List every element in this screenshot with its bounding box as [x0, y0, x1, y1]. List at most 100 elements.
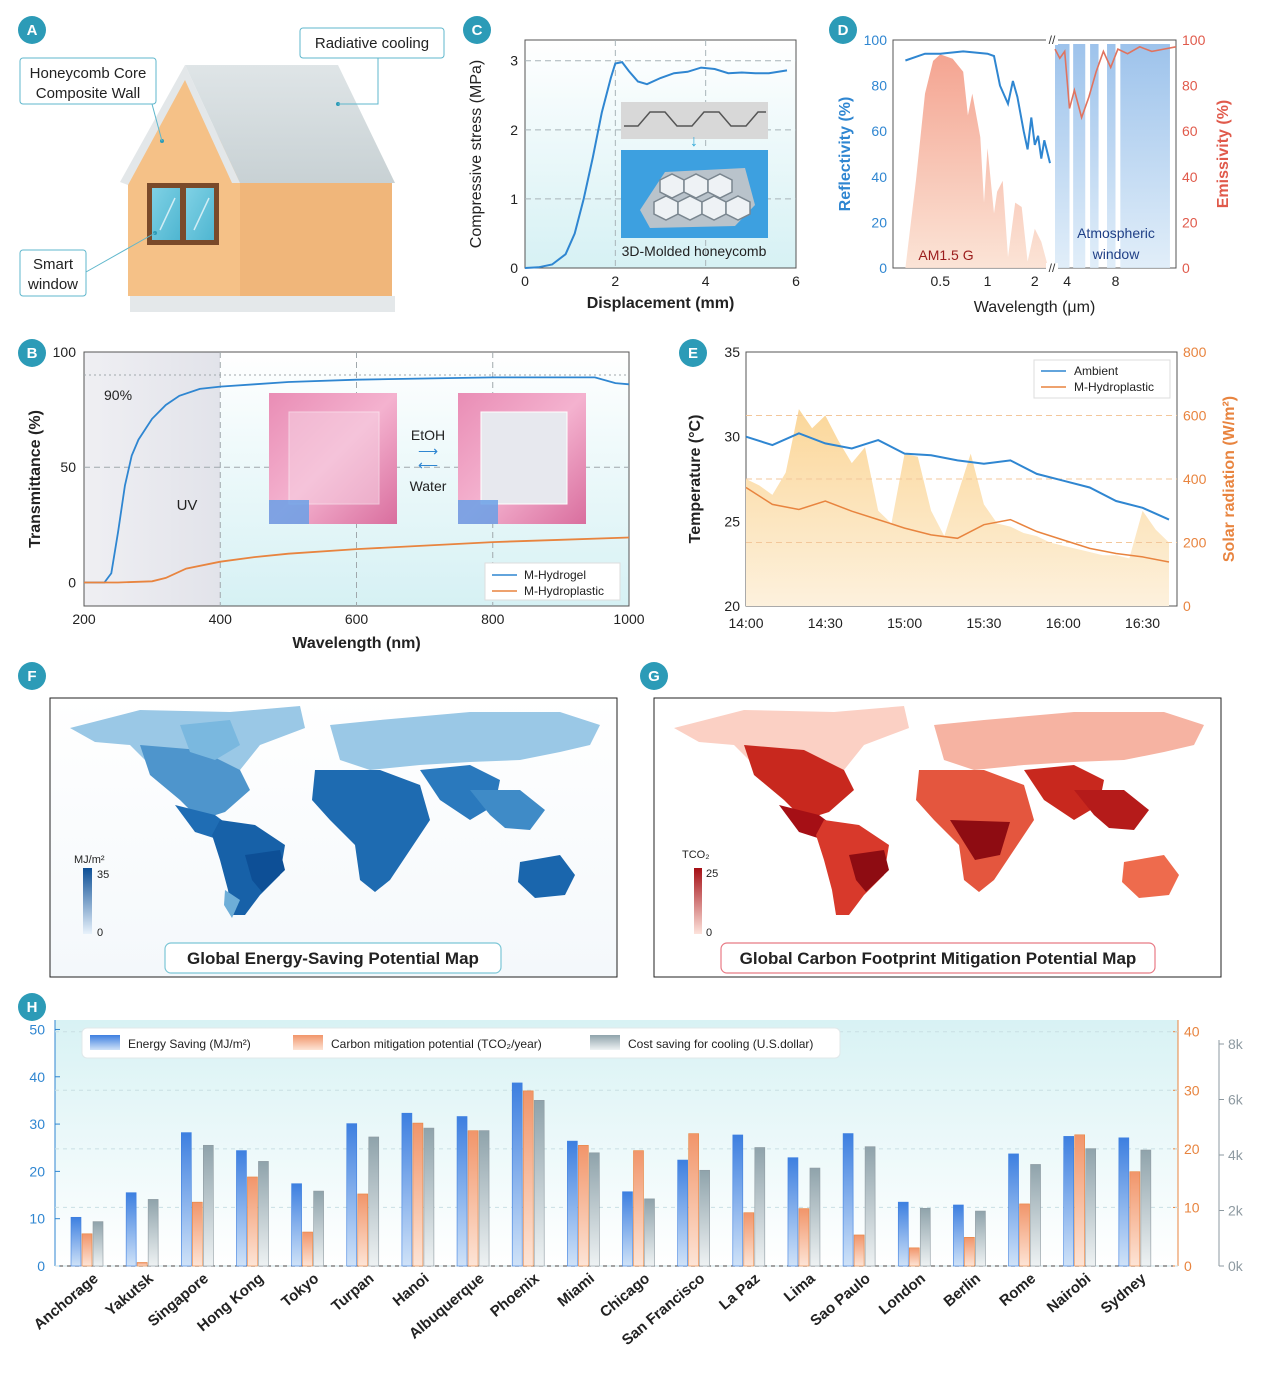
- callout-text: Radiative cooling: [315, 35, 429, 52]
- panel-d-spectra: D 0 0 20 20 40 40 60 60 80 80 100 100 0.5 1 2 4 8 Wavelen…: [829, 16, 1232, 316]
- bar-carbon: [81, 1233, 93, 1267]
- y-axis-title-right: Solar radiation (W/m²): [1221, 396, 1238, 562]
- panel-b-transmittance: B 0 50 100 200 400 600 800 1000 Wavelength (nm) T…: [18, 339, 645, 652]
- category-label: Yakutsk: [102, 1270, 157, 1320]
- house-base: [130, 296, 395, 312]
- bar-energy: [456, 1116, 468, 1267]
- colorbar-max: 25: [706, 868, 718, 880]
- map-title: Global Carbon Footprint Mitigation Poten…: [740, 949, 1137, 968]
- am15g-area: [905, 54, 1048, 269]
- y-tick-label-left: 40: [29, 1069, 45, 1085]
- colorbar-g: [694, 868, 702, 934]
- y-tick-label-right: 400: [1183, 471, 1207, 487]
- category-label: London: [876, 1270, 929, 1318]
- legend-label: Energy Saving (MJ/m²): [128, 1037, 251, 1051]
- panel-letter: B: [27, 345, 38, 362]
- bar-cost: [313, 1190, 324, 1267]
- bar-carbon: [467, 1130, 479, 1267]
- panel-h-city-bars: H 0 10 20 30 40 50 0 10 20 30 40 0k 2k 4k 6k 8k Energy …: [18, 993, 1244, 1349]
- y-tick-label-left: 60: [871, 123, 887, 139]
- y-tick-label: 0: [68, 574, 76, 590]
- panel-g-carbon-map: G TCO₂ 25 0 Global Carbon Footprint Miti…: [640, 662, 1222, 978]
- window-band: [1107, 44, 1116, 268]
- bar-cost: [919, 1207, 931, 1267]
- y-tick-label-left: 30: [724, 429, 740, 445]
- bar-cost: [809, 1167, 821, 1267]
- x-tick-label: 2: [1031, 273, 1039, 289]
- window-band: [1055, 44, 1070, 268]
- bar-carbon: [136, 1262, 148, 1267]
- x-tick-label: 0.5: [931, 273, 951, 289]
- bar-carbon: [1019, 1203, 1030, 1267]
- axis-break-top: //: [1049, 33, 1056, 47]
- x-tick-label: 15:00: [887, 615, 922, 631]
- panel-letter: A: [27, 22, 38, 39]
- legend-label: Cost saving for cooling (U.S.dollar): [628, 1037, 813, 1051]
- bar-energy: [346, 1123, 358, 1267]
- y-tick-label: 3: [510, 53, 518, 69]
- y-tick-label-left: 30: [29, 1116, 45, 1132]
- y-tick-label-right: 30: [1184, 1082, 1200, 1098]
- legend-label: M-Hydrogel: [524, 568, 586, 582]
- panel-letter: C: [472, 22, 483, 39]
- bar-carbon: [578, 1145, 589, 1267]
- bar-energy: [125, 1192, 137, 1267]
- y-tick-label-right: 0: [1182, 260, 1190, 276]
- y-tick-label-right2: 6k: [1228, 1092, 1244, 1108]
- bar-energy: [622, 1191, 633, 1267]
- category-label: Berlin: [940, 1270, 983, 1310]
- category-label: Turpan: [328, 1270, 377, 1315]
- x-tick-label: 1: [984, 273, 992, 289]
- category-label: Sydney: [1098, 1270, 1150, 1318]
- panel-letter: H: [27, 999, 38, 1016]
- bar-carbon: [908, 1247, 920, 1267]
- x-tick-label: 14:30: [808, 615, 843, 631]
- category-label: Phoenix: [487, 1270, 543, 1321]
- bar-carbon: [522, 1090, 534, 1267]
- bar-cost: [423, 1127, 435, 1267]
- x-tick-label: 400: [209, 611, 233, 627]
- bar-energy: [732, 1134, 744, 1267]
- bar-energy: [787, 1157, 799, 1267]
- y-tick-label-right: 20: [1184, 1141, 1200, 1157]
- y-tick-label-right: 200: [1183, 535, 1207, 551]
- window-pane-left: [152, 188, 180, 240]
- bar-cost: [1085, 1148, 1096, 1267]
- y-axis-title-right: Emissivity (%): [1215, 100, 1232, 208]
- y-axis-title: Transmittance (%): [27, 410, 44, 548]
- category-label: Rome: [996, 1270, 1039, 1310]
- legend-swatch: [293, 1035, 323, 1050]
- panel-c-compressive: C 0 1 2 3 0 2 4 6 Displacement (mm) Compressive s…: [463, 16, 800, 312]
- colorbar-max: 35: [97, 869, 109, 881]
- x-axis-title: Wavelength (nm): [292, 635, 420, 652]
- world-map-red: [674, 706, 1204, 915]
- bar-cost: [258, 1161, 269, 1267]
- y-tick-label-left: 20: [29, 1163, 45, 1179]
- bar-carbon: [798, 1208, 810, 1267]
- bar-carbon: [964, 1237, 975, 1267]
- bar-energy: [897, 1201, 909, 1267]
- y-tick-label-left: 80: [871, 78, 887, 94]
- bar-energy: [677, 1159, 688, 1267]
- panel-letter: D: [838, 22, 849, 39]
- y-tick-label: 100: [53, 344, 77, 360]
- series-line-emissivity: [1054, 45, 1177, 121]
- callout-smart-window: [19, 249, 87, 297]
- roof-edge: [120, 65, 240, 185]
- bar-cost: [699, 1169, 710, 1267]
- map-title-box-f: [164, 942, 502, 974]
- series-line-reflectivity: [905, 50, 1051, 164]
- bar-carbon: [302, 1231, 313, 1267]
- y-tick-label-right2: 8k: [1228, 1036, 1244, 1052]
- bar-cost: [147, 1199, 159, 1267]
- bar-energy: [181, 1132, 192, 1267]
- category-label: Lima: [781, 1270, 819, 1306]
- panel-letter: F: [27, 668, 36, 685]
- y-tick-label-right: 10: [1184, 1199, 1200, 1215]
- bar-carbon: [1074, 1134, 1085, 1267]
- y-tick-label-left: 40: [871, 169, 887, 185]
- series-line-m-hydroplastic: [84, 536, 630, 584]
- legend-e: [1033, 359, 1171, 399]
- x-tick-label: 600: [345, 611, 369, 627]
